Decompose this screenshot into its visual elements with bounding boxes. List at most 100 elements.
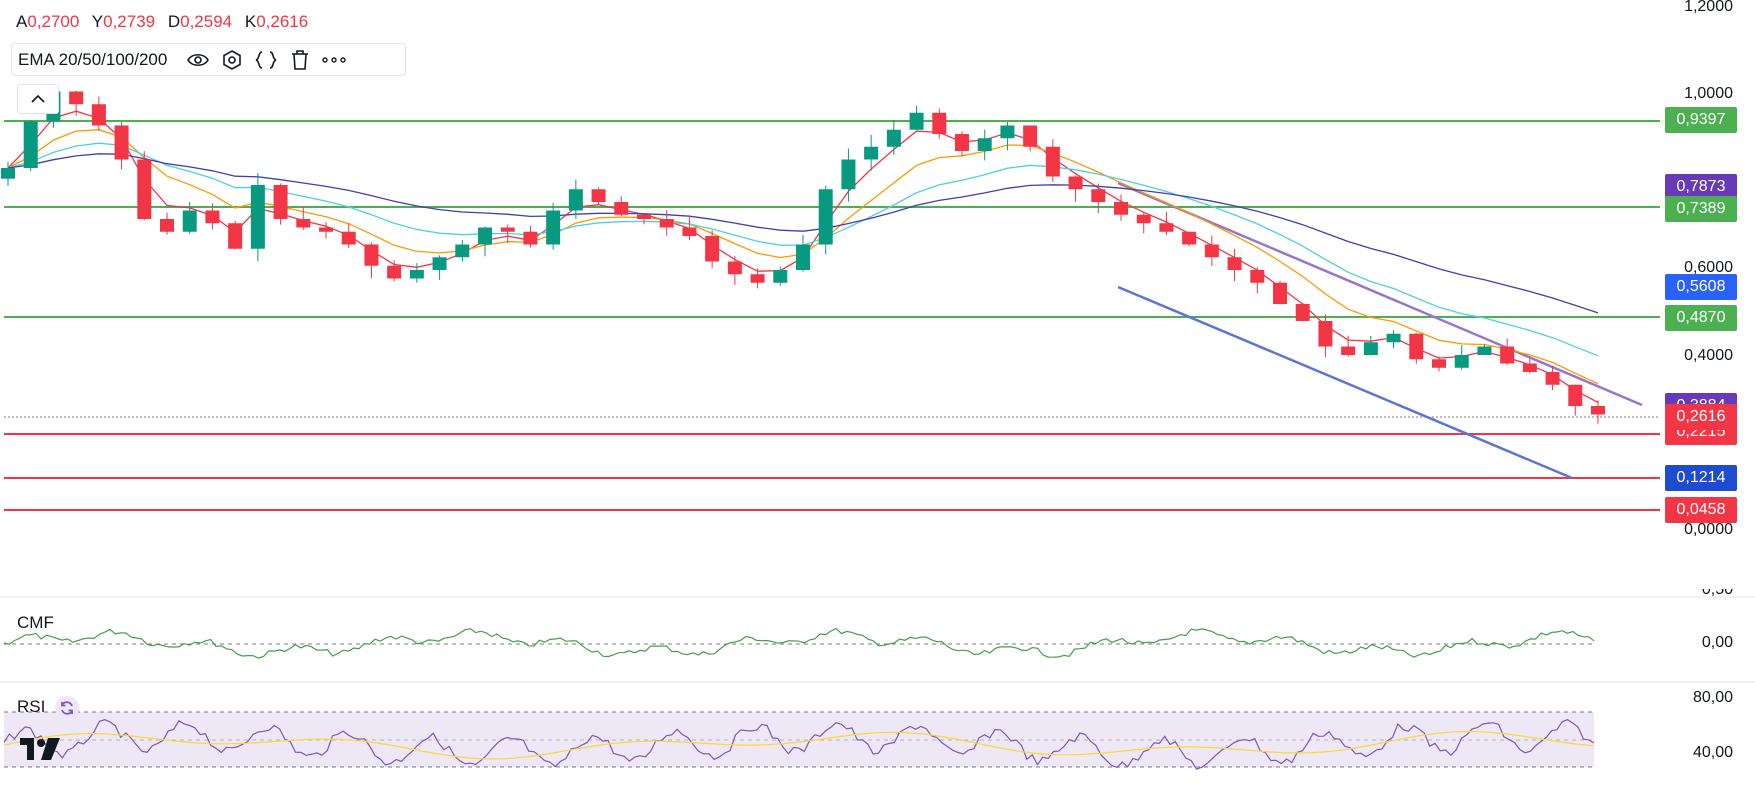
price-tag-01214: 0,1214 (1665, 465, 1737, 491)
rsi-label: RSI (17, 697, 46, 716)
low-label: D (167, 12, 181, 31)
close-label: K (244, 12, 257, 31)
candle-body (250, 185, 265, 249)
candle-body (977, 138, 992, 151)
candle-body (160, 219, 174, 232)
candle-body (1477, 346, 1492, 355)
channel-upper-line (1117, 181, 1643, 407)
candle-body (1318, 321, 1333, 347)
price-tag-07873: 0,7873 (1665, 174, 1737, 200)
eye-icon[interactable] (181, 45, 215, 75)
candle-body (1432, 359, 1446, 368)
candle-body (1159, 223, 1174, 232)
open-label: A (16, 12, 28, 31)
candle-body (1568, 384, 1583, 406)
candles (1, 85, 1605, 424)
candle-body (205, 210, 220, 224)
candle-body (682, 227, 697, 236)
candle-body (1250, 270, 1265, 283)
candle-body (546, 210, 561, 245)
candle-body (1522, 363, 1537, 372)
chevron-up-icon (31, 94, 45, 103)
candle-body (591, 189, 606, 202)
candle-body (364, 244, 379, 266)
collapse-legend-button[interactable] (17, 84, 59, 114)
candle-body (955, 134, 969, 151)
axis-label-5: 0,0000 (1684, 521, 1733, 538)
high-value: 0,2739 (103, 12, 156, 31)
candle-body (523, 231, 538, 245)
rsi-ma-series (3, 730, 1595, 760)
price-tag-00458: 0,0458 (1665, 497, 1737, 523)
price-tag-02616: 0,2616 (1665, 404, 1737, 430)
close-value: 0,2616 (256, 12, 309, 31)
trash-icon[interactable] (283, 45, 317, 75)
candle-body (1386, 333, 1401, 343)
candle-body (1, 168, 15, 179)
candle-body (886, 129, 901, 147)
rsi-lines (3, 719, 1595, 770)
candle-body (478, 227, 492, 245)
candle-body (432, 257, 447, 270)
price-tag-09397: 0,9397 (1665, 107, 1737, 133)
candle-body (296, 219, 311, 228)
axis-label-2: 1,0000 (1684, 85, 1733, 102)
candle-body (1454, 355, 1469, 368)
candle-body (1182, 231, 1197, 245)
settings-icon[interactable] (215, 45, 249, 75)
candle-body (841, 159, 856, 190)
candle-body (387, 265, 402, 279)
candle-body (773, 270, 788, 283)
source-code-icon[interactable] (249, 45, 283, 75)
candle-body (1136, 214, 1151, 224)
candle-body (659, 219, 674, 228)
candle-body (1591, 406, 1605, 415)
candle-body (114, 125, 129, 160)
candle-body (23, 121, 38, 168)
candle-body (796, 244, 810, 270)
candle-body (500, 227, 515, 232)
candle-body (228, 223, 243, 249)
cmf-axis-top: 0,50 (1702, 589, 1733, 599)
tradingview-logo (20, 734, 68, 769)
candle-body (750, 274, 765, 283)
candle-body (1045, 146, 1060, 177)
open-value: 0,2700 (27, 12, 80, 31)
candle-body (932, 112, 947, 134)
candle-body (1000, 125, 1015, 139)
candle-body (1273, 282, 1287, 304)
candle-body (1091, 189, 1106, 202)
candle-body (568, 189, 583, 211)
candle-body (705, 236, 720, 262)
cmf-axis-top-text: 0,50 (1701, 589, 1733, 598)
candle-body (1204, 244, 1219, 258)
candle-body (409, 270, 424, 279)
low-value: 0,2594 (180, 12, 233, 31)
candle-body (1341, 346, 1356, 355)
rsi-axis-80: 80,00 (1692, 689, 1733, 706)
candle-body (1068, 176, 1083, 190)
candle-body (91, 104, 106, 126)
rsi-axis-40: 40,00 (1692, 744, 1733, 761)
cmf-label: CMF (17, 613, 54, 632)
refresh-icon[interactable] (55, 696, 79, 720)
price-tag-05608: 0,5608 (1665, 274, 1737, 300)
candle-body (818, 189, 833, 245)
cmf-axis-zero: 0,00 (1701, 634, 1733, 651)
cmf-series (3, 627, 1595, 659)
indicator-name[interactable]: EMA 20/50/100/200 (18, 49, 168, 69)
candle-body (182, 210, 197, 232)
candle-body (273, 185, 288, 219)
candle-body (1409, 333, 1424, 360)
candle-body (1295, 304, 1310, 321)
candle-body (614, 202, 629, 215)
axis-label-1: 1,2000 (1684, 0, 1733, 15)
axis-label-3: 0,6000 (1684, 259, 1733, 276)
candle-body (1545, 372, 1560, 385)
candle-body (864, 146, 879, 160)
indicator-legend[interactable]: EMA 20/50/100/200 (11, 43, 406, 76)
candle-body (1227, 257, 1242, 270)
candle-body (341, 231, 356, 245)
more-icon[interactable] (317, 45, 351, 75)
